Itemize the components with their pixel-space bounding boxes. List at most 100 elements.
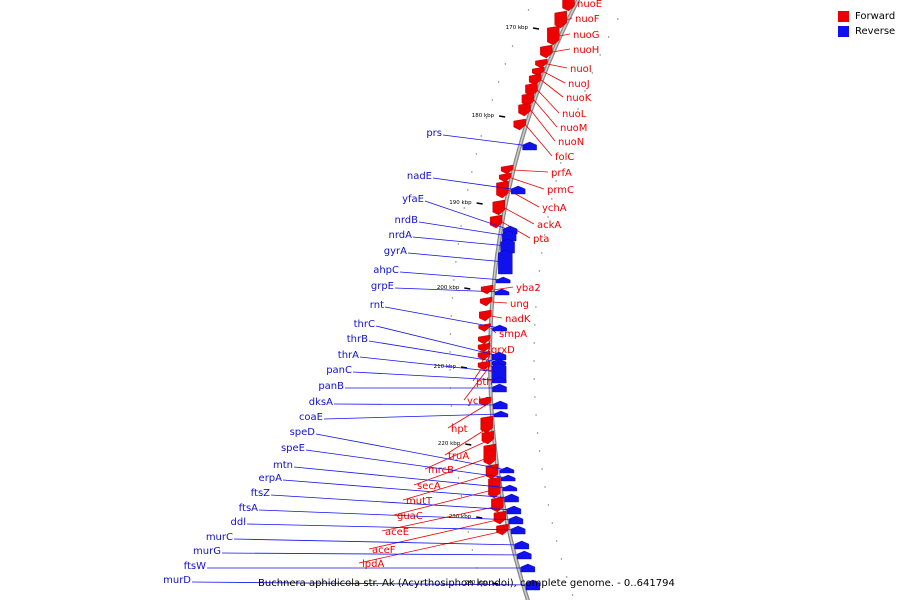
forward-leader-nuoM — [533, 99, 558, 128]
forward-genes: nuoE nuoF nuoG nuoH nuoI nuoJ nuoK nuoL nuoM nuoN… — [358, 0, 602, 570]
reverse-label-ftsA: ftsA — [239, 503, 258, 514]
forward-leader-guaC — [393, 487, 501, 516]
track-dot — [457, 243, 459, 245]
track-dot — [538, 450, 541, 452]
forward-label-aceE: aceE — [385, 527, 409, 538]
forward-label-nuoH: nuoH — [573, 45, 599, 56]
forward-gene-ackA — [492, 199, 505, 216]
forward-leader-nuoJ — [544, 71, 566, 84]
reverse-leader-ftsA — [258, 509, 516, 521]
forward-label-nuoL: nuoL — [562, 109, 587, 120]
reverse-leader-grpE — [394, 287, 503, 293]
reverse-leader-yfaE — [424, 200, 511, 231]
forward-label-yba2: yba2 — [516, 283, 541, 294]
forward-gene-nuoI — [535, 58, 548, 69]
track-dot — [475, 153, 477, 155]
forward-label-nuoF: nuoF — [575, 14, 600, 25]
reverse-label-nadE: nadE — [407, 171, 432, 182]
tick-label: 180 kbp — [472, 113, 495, 119]
reverse-leader-thrC — [375, 325, 500, 357]
reverse-leader-gyrA — [407, 252, 506, 263]
forward-leader-nuoL — [537, 89, 560, 114]
track-dot — [511, 45, 514, 47]
reverse-label-murD: murD — [163, 575, 191, 586]
reverse-leader-panC — [352, 371, 500, 381]
forward-label-ung: ung — [510, 299, 529, 310]
reverse-leader-ftsZ — [270, 494, 514, 511]
reverse-label-ahpC: ahpC — [373, 265, 399, 276]
track-dot — [543, 234, 546, 236]
reverse-label-mtn: mtn — [273, 460, 293, 471]
reverse-leader-dksA — [333, 403, 501, 406]
forward-label-guaC: guaC — [397, 511, 423, 522]
forward-leader-nuoN — [530, 109, 556, 142]
tick-label: 220 kbp — [438, 441, 461, 447]
reverse-leader-ddl — [246, 523, 519, 531]
reverse-leader-thrA — [359, 356, 500, 373]
legend-reverse-label: Reverse — [855, 25, 896, 37]
track-dot — [504, 63, 506, 65]
forward-label-nuoM: nuoM — [560, 123, 587, 134]
tick-label: 170 kbp — [506, 25, 529, 31]
track-dot — [544, 486, 546, 488]
forward-leader-nuoI — [547, 63, 568, 69]
tick-mark — [464, 287, 471, 290]
tick-label: 190 kbp — [449, 200, 472, 206]
track-dot — [449, 351, 451, 353]
forward-label-nuoK: nuoK — [566, 93, 592, 104]
track-dot — [534, 396, 536, 398]
forward-gene-guaC — [488, 476, 501, 499]
reverse-leader-murC — [233, 538, 522, 546]
reverse-label-speD: speD — [290, 427, 316, 438]
genome-backbone — [488, 0, 581, 600]
track-dot — [535, 414, 537, 416]
tick-label: 210 kbp — [434, 364, 457, 370]
track-dot — [551, 522, 553, 524]
forward-leader-nuoK — [540, 79, 564, 98]
backbone-highlight — [489, 0, 579, 600]
track-dot — [565, 144, 567, 146]
forward-gene-nuoK — [528, 73, 542, 86]
track-dot — [584, 90, 586, 92]
forward-leader-ung — [492, 301, 508, 304]
track-dot — [534, 324, 536, 326]
forward-leader-truA — [444, 424, 493, 456]
forward-leader-mutT — [402, 471, 499, 501]
reverse-gene-mtn — [502, 484, 517, 492]
reverse-label-nrdB: nrdB — [395, 215, 419, 226]
forward-gene-nuoM — [521, 92, 535, 107]
reverse-label-ddl: ddl — [231, 517, 246, 528]
forward-gene-nadK — [479, 309, 492, 322]
track-dot — [455, 261, 457, 263]
reverse-label-ftsZ: ftsZ — [251, 488, 270, 499]
forward-gene-ychA — [496, 180, 509, 199]
forward-leader-prfA — [513, 169, 549, 173]
forward-gene-mrcB — [481, 430, 495, 445]
forward-label-ychA: ychA — [542, 203, 567, 214]
forward-gene-secA — [483, 443, 496, 466]
forward-gene-nuoF — [554, 10, 567, 29]
forward-leader-mrcB — [424, 437, 495, 470]
track-dot — [560, 558, 563, 560]
forward-leader-prmC — [511, 177, 545, 190]
tick-mark — [492, 582, 499, 585]
track-dot — [453, 279, 455, 281]
forward-gene-nuoN — [518, 102, 531, 117]
reverse-label-erpA: erpA — [259, 473, 283, 484]
track-dot — [547, 216, 549, 218]
forward-gene-grxD — [478, 334, 491, 345]
reverse-gene-speE — [500, 474, 516, 482]
track-dot — [560, 162, 562, 164]
reverse-label-murC: murC — [206, 532, 233, 543]
track-dot — [457, 477, 460, 479]
reverse-leader-nadE — [432, 177, 519, 191]
forward-gene-ychF — [477, 360, 491, 371]
track-dot — [555, 540, 558, 542]
tick-mark — [476, 516, 483, 519]
track-dot — [471, 171, 473, 173]
track-dot — [519, 27, 521, 29]
reverse-label-coaE: coaE — [299, 412, 323, 423]
reverse-label-thrC: thrC — [354, 319, 375, 330]
forward-label-nuoJ: nuoJ — [568, 79, 590, 90]
